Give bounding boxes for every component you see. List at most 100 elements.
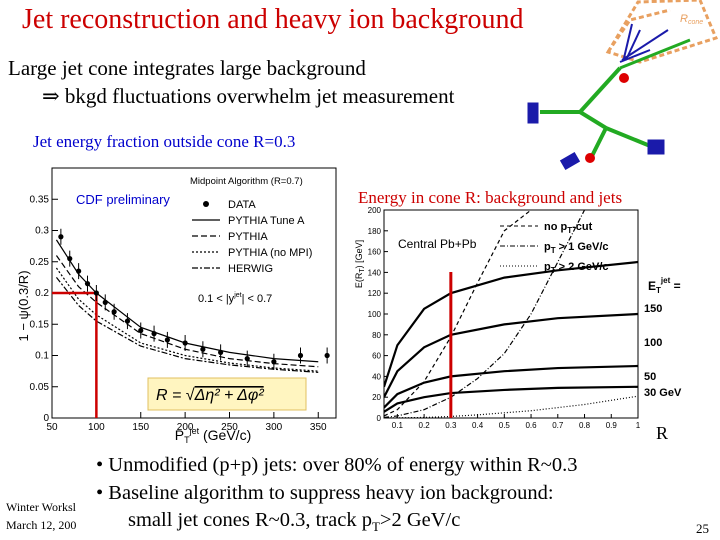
data-point bbox=[151, 331, 157, 337]
bullet-1: • Unmodified (p+p) jets: over 80% of ene… bbox=[96, 454, 578, 476]
rapidity-cut-label: 0.1 < |yjet| < 0.7 bbox=[198, 292, 272, 305]
chart1-legend: DATA PYTHIA Tune A PYTHIA PYTHIA (no MPI) HE… bbox=[192, 199, 312, 275]
jet-energy-curve bbox=[384, 312, 638, 398]
chart2-curves bbox=[384, 210, 638, 418]
x-tick-label: 0.7 bbox=[552, 421, 564, 430]
series-line bbox=[55, 239, 319, 363]
jet-energy-label: 30 GeV bbox=[644, 387, 682, 399]
y-tick-label: 20 bbox=[372, 393, 381, 402]
jet-energy-label: 100 bbox=[644, 337, 662, 349]
x-tick-label: 0.4 bbox=[472, 421, 484, 430]
background-curve bbox=[384, 395, 638, 418]
series-line bbox=[55, 255, 319, 368]
cone-label-sub: cone bbox=[688, 19, 703, 26]
vertex-marker bbox=[619, 73, 629, 83]
y-tick-label: 0.15 bbox=[30, 319, 50, 330]
y-tick-label: 0.2 bbox=[35, 288, 49, 299]
data-point bbox=[200, 346, 206, 352]
intro-line-1: Large jet cone integrates large backgrou… bbox=[8, 56, 366, 80]
intro-line-2: ⇒ bkgd fluctuations overwhelm jet measur… bbox=[42, 84, 455, 108]
data-point bbox=[84, 281, 91, 287]
jet-energy-curve bbox=[384, 385, 638, 413]
y-tick-label: 160 bbox=[368, 248, 382, 257]
data-point bbox=[324, 352, 330, 359]
y-tick-label: 80 bbox=[372, 331, 381, 340]
y-tick-label: 60 bbox=[372, 352, 381, 361]
legend-label: PYTHIA (no MPI) bbox=[228, 247, 312, 259]
cone-label: R bbox=[680, 13, 688, 25]
legend-label: PYTHIA Tune A bbox=[228, 215, 305, 227]
x-tick-label: 0.3 bbox=[445, 421, 457, 430]
legend-label: pT > 2 GeV/c bbox=[544, 261, 609, 275]
y-tick-label: 120 bbox=[368, 289, 382, 298]
jet-energy-label: 150 bbox=[644, 303, 662, 315]
formula-box bbox=[147, 377, 307, 411]
plot2-caption: Energy in cone R: background and jets bbox=[358, 188, 623, 207]
data-point bbox=[164, 337, 170, 343]
legend-label: pT > 1 GeV/c bbox=[544, 241, 609, 255]
data-point bbox=[271, 359, 277, 365]
data-point bbox=[218, 349, 224, 355]
x-tick-label: 100 bbox=[88, 422, 105, 433]
y-tick-label: 180 bbox=[368, 227, 382, 236]
jet-shape-chart: 50 100 150 200 250 300 350 0 0.05 0.1 0.15 0.2 0.25 0… bbox=[16, 167, 337, 445]
y-tick-label: 140 bbox=[368, 268, 382, 277]
legend-label: HERWIG bbox=[228, 263, 273, 275]
bullet-3: small jet cones R~0.3, track pT>2 GeV/c bbox=[128, 509, 461, 535]
legend-label: no pT-cut bbox=[544, 221, 593, 235]
chart2-axes: 0.1 0.2 0.3 0.4 0.5 0.6 0.7 0.8 0.9 1 0 20 40 60 80 100… bbox=[368, 206, 641, 430]
x-tick-label: 250 bbox=[221, 422, 238, 433]
y-tick-label: 0 bbox=[43, 413, 49, 424]
x-tick-label: 0.2 bbox=[419, 421, 431, 430]
data-point bbox=[182, 340, 188, 346]
x-tick-label: 0.5 bbox=[499, 421, 511, 430]
background-curve bbox=[384, 210, 586, 418]
x-tick-label: 0.6 bbox=[525, 421, 537, 430]
chart1-title: Midpoint Algorithm (R=0.7) bbox=[190, 176, 303, 187]
jet-tracks bbox=[540, 38, 691, 161]
x-tick-label: 300 bbox=[266, 422, 283, 433]
series-line bbox=[55, 267, 319, 372]
y-tick-label: 200 bbox=[368, 206, 382, 215]
r-axis-label: R bbox=[656, 423, 669, 443]
slide-title: Jet reconstruction and heavy ion backgro… bbox=[22, 4, 524, 35]
x-tick-label: 150 bbox=[132, 422, 149, 433]
data-point bbox=[244, 356, 250, 362]
y-tick-label: 100 bbox=[368, 310, 382, 319]
jet-event-diagram: Rcone bbox=[527, 0, 719, 171]
cone-energy-chart: 0.1 0.2 0.3 0.4 0.5 0.6 0.7 0.8 0.9 1 0 20 40 60 80 100… bbox=[354, 206, 682, 430]
data-point bbox=[102, 299, 108, 305]
x-tick-label: 350 bbox=[310, 422, 327, 433]
y-tick-label: 0.25 bbox=[30, 257, 50, 268]
y-tick-label: 0.3 bbox=[35, 226, 49, 237]
y-tick-label: 0.35 bbox=[30, 194, 50, 205]
y-tick-label: 40 bbox=[372, 372, 381, 381]
series-line bbox=[55, 277, 319, 373]
et-jet-label: ETjet = bbox=[648, 276, 681, 295]
chart2-ylabel: E(RT) [GeV] bbox=[354, 240, 366, 288]
bullet-2: • Baseline algorithm to suppress heavy i… bbox=[96, 482, 554, 504]
x-tick-label: 1 bbox=[636, 421, 641, 430]
footer-date: March 12, 200 bbox=[6, 518, 77, 532]
x-tick-label: 0.8 bbox=[579, 421, 591, 430]
legend-label: DATA bbox=[228, 199, 256, 211]
data-point bbox=[58, 234, 64, 240]
y-tick-label: 0 bbox=[377, 414, 382, 423]
vertex-marker-2 bbox=[585, 153, 595, 163]
jet-energy-labels: 150 100 50 30 GeV bbox=[644, 303, 682, 399]
y-tick-label: 0.1 bbox=[35, 351, 49, 362]
data-point bbox=[138, 327, 144, 334]
data-point bbox=[124, 318, 131, 324]
jet-energy-label: 50 bbox=[644, 371, 656, 383]
data-point bbox=[67, 256, 73, 262]
data-point bbox=[93, 290, 99, 296]
detector-hits bbox=[527, 23, 669, 171]
svg-text:Rcone: Rcone bbox=[680, 13, 703, 26]
x-tick-label: 0.9 bbox=[606, 421, 618, 430]
chart1-ylabel: 1 − ψ(0.3/R) bbox=[16, 270, 31, 341]
cdf-preliminary-label: CDF preliminary bbox=[76, 192, 170, 207]
chart2-legend: no pT-cut pT > 1 GeV/c pT > 2 GeV/c bbox=[500, 221, 609, 275]
highlight-guide bbox=[52, 291, 98, 418]
y-tick-label: 0.05 bbox=[30, 382, 50, 393]
plot1-caption: Jet energy fraction outside cone R=0.3 bbox=[33, 132, 296, 151]
